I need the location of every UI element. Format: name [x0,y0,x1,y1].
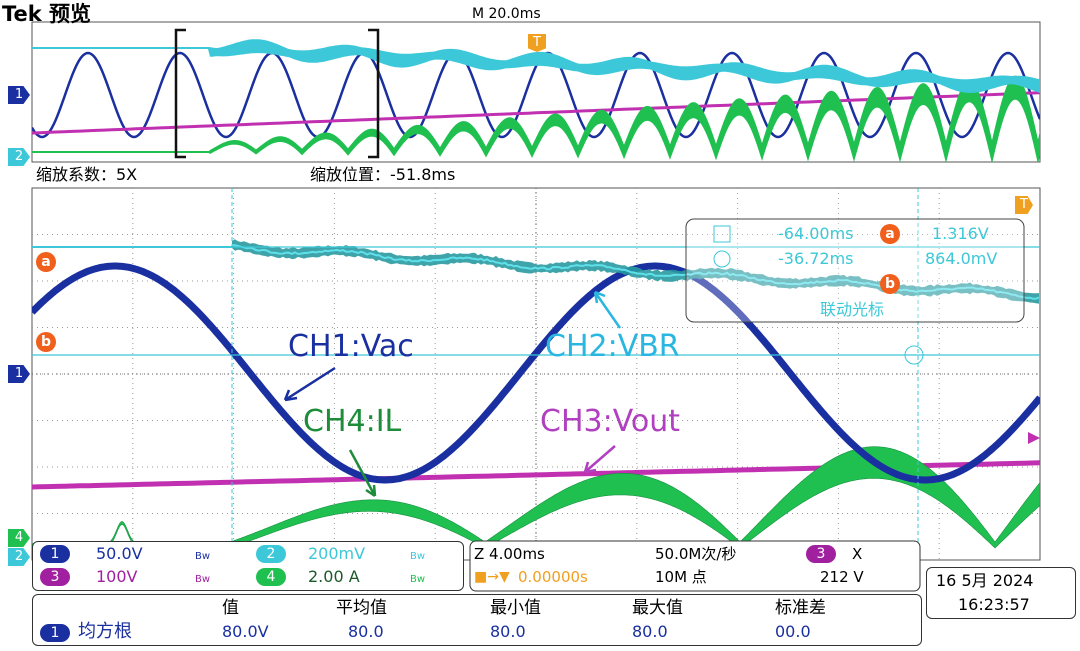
meas-value: 80.0 [632,622,668,641]
ch4-marker: 4 [8,529,30,547]
sample-rate: 50.0M次/秒 [655,545,737,563]
zoom-factor: 缩放系数：5X [36,165,138,184]
meas-header: 值 [222,598,239,618]
cursor-a-marker: a [36,252,56,272]
trace-ch2 [232,239,1039,304]
trace-ch1 [32,51,1040,139]
annotation: CH4:IL [303,404,402,439]
cursor-b-icon [713,250,731,268]
cursor-readout-box [685,218,1025,323]
cursor-b-marker: b [36,332,56,352]
zoom-scale: Z 4.00ms [474,545,545,563]
cursor-a-value: 1.316V [932,224,989,243]
ch1-badge: 1 [40,545,70,563]
brand: Tek 预览 [2,2,92,26]
ch3-scale: 100V [96,567,138,586]
time: 16:23:57 [958,595,1030,614]
trigger-pos: 0.00000s [518,568,588,586]
date: 16 5月 2024 [936,571,1034,590]
meas-value: 00.0 [775,622,811,641]
trace-ch2 [32,39,1040,93]
ch1-scale: 50.0V [96,544,143,563]
zoom-position: 缩放位置：-51.8ms [310,165,456,184]
ch2-badge: 2 [256,545,286,563]
datetime-box [926,567,1076,619]
trigger-marker: T [1015,196,1033,214]
trigger-source: 3 [806,545,836,563]
ch4-bw: Bw [410,574,426,585]
ch2-marker: 2 [8,148,30,166]
trace-ch4 [32,446,1040,549]
ch4-scale: 2.00 A [308,567,360,586]
annotation: CH2:VBR [545,329,680,364]
cursor-a-badge: a [880,224,900,244]
ch1-marker: 1 [8,86,30,104]
trigger-pos-icon: ■→▼ [474,569,510,585]
annotation: CH1:Vac [288,329,414,364]
meas-value: 80.0 [490,622,526,641]
zoom-bracket [174,28,380,159]
meas-type: 均方根 [78,621,132,642]
cursor-b-handle [904,345,924,365]
ch2-scale: 200mV [308,544,366,563]
meas-source: 1 [40,624,70,642]
meas-header: 最小值 [490,598,541,618]
ch2-marker: 2 [8,548,30,566]
channel-box [32,541,464,591]
ch3-level-marker [1028,432,1040,444]
meas-header: 最大值 [632,598,683,618]
trigger-marker: T [528,34,546,52]
ch3-badge: 3 [40,568,70,586]
timebase: M 20.0ms [472,6,541,22]
trace-ch2-hi [231,243,1040,300]
measurement-box [32,594,922,646]
ch2-bw: Bw [410,551,426,562]
cursor-b-value: 864.0mV [925,249,998,268]
trace-ch4 [32,75,1040,162]
meas-value: 80.0V [222,622,269,641]
ch4-badge: 4 [256,568,286,586]
annotation: CH3:Vout [540,404,681,439]
meas-header: 标准差 [775,598,826,618]
annotation-arrows [283,290,622,498]
trigger-mode: X [852,545,863,563]
meas-header: 平均值 [336,598,387,618]
cursor-b-time: -36.72ms [778,249,854,268]
record-length: 10M 点 [655,568,707,586]
ch3-bw: Bw [195,574,211,585]
cursor-a-time: -64.00ms [778,224,854,243]
meas-value: 80.0 [348,622,384,641]
trace-ch1 [32,262,1040,484]
cursor-link: 联动光标 [820,300,885,319]
ch1-marker: 1 [8,365,30,383]
trigger-level: 212 V [820,568,864,586]
cursor-b-badge: b [880,274,900,294]
ch1-bw: Bw [195,551,211,562]
cursor-a-icon [713,225,731,243]
